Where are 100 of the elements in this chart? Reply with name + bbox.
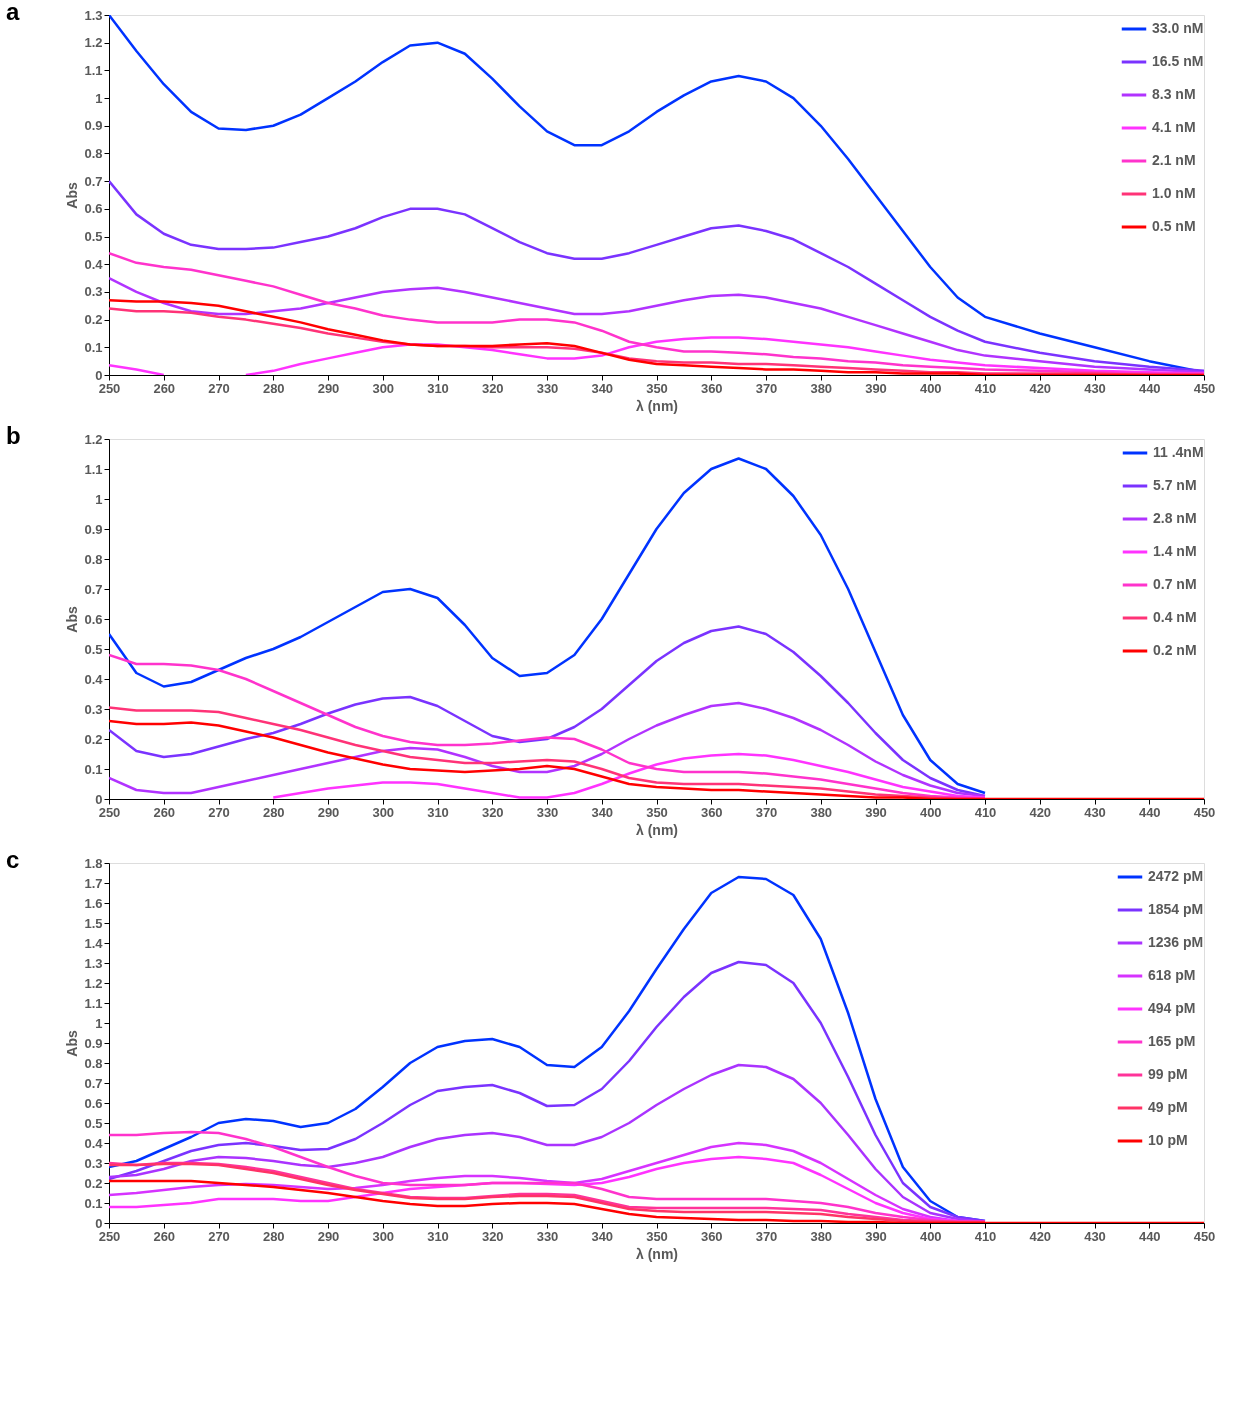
x-tick-label: 370 [755, 1228, 778, 1244]
y-tick-label: 1.5 [84, 915, 103, 931]
y-tick-label: 0.8 [84, 1055, 103, 1071]
legend-label: 1236 pM [1148, 934, 1204, 950]
x-tick-label: 440 [1138, 804, 1161, 820]
y-tick-label: 1 [95, 1015, 103, 1031]
y-tick-label: 0.5 [84, 1115, 103, 1131]
x-tick-label: 390 [865, 804, 887, 820]
y-tick-label: 0.8 [84, 551, 103, 567]
x-tick-label: 420 [1029, 380, 1052, 396]
x-tick-label: 400 [919, 380, 942, 396]
y-tick-label: 0.4 [84, 1135, 104, 1151]
y-tick-label: 0.1 [84, 339, 103, 355]
y-tick-label: 0.1 [84, 1195, 103, 1211]
x-tick-label: 330 [536, 804, 559, 820]
legend-label: 99 pM [1148, 1066, 1188, 1082]
x-tick-label: 360 [700, 1228, 723, 1244]
x-tick-label: 330 [536, 380, 559, 396]
x-tick-label: 310 [427, 380, 449, 396]
y-tick-label: 0.4 [84, 256, 104, 272]
y-tick-label: 0.9 [84, 521, 103, 537]
x-tick-label: 450 [1193, 804, 1216, 820]
y-tick-label: 0.8 [84, 145, 103, 161]
legend-label: 33.0 nM [1152, 20, 1204, 36]
legend-label: 618 pM [1148, 967, 1196, 983]
y-tick-label: 0.6 [84, 201, 103, 217]
legend-label: 1.4 nM [1153, 543, 1197, 559]
x-tick-label: 260 [153, 804, 176, 820]
x-tick-label: 430 [1084, 380, 1106, 396]
y-axis-title: Abs [64, 606, 81, 633]
y-tick-label: 1.2 [84, 431, 103, 447]
x-tick-label: 280 [262, 804, 285, 820]
x-tick-label: 280 [262, 1228, 285, 1244]
x-tick-label: 440 [1138, 1228, 1161, 1244]
x-tick-label: 360 [700, 804, 723, 820]
x-tick-label: 250 [98, 1228, 121, 1244]
x-tick-label: 410 [974, 380, 997, 396]
x-tick-label: 260 [153, 1228, 176, 1244]
line-series [109, 457, 987, 795]
x-tick-label: 330 [536, 1228, 559, 1244]
y-tick-label: 1.2 [84, 35, 103, 51]
y-tick-label: 0.2 [84, 1175, 103, 1191]
y-tick-label: 0.5 [84, 229, 103, 245]
legend-label: 1854 pM [1148, 901, 1204, 917]
y-tick-label: 0 [95, 791, 103, 807]
y-tick-label: 1.1 [84, 995, 103, 1011]
x-tick-label: 260 [153, 380, 176, 396]
line-series [109, 960, 987, 1223]
x-tick-label: 350 [646, 804, 668, 820]
legend-label: 0.5 nM [1152, 218, 1196, 234]
y-tick-label: 1.1 [84, 461, 103, 477]
y-tick-label: 0.6 [84, 611, 103, 627]
legend-label: 10 pM [1148, 1132, 1188, 1148]
y-axis-title: Abs [64, 182, 81, 209]
legend-label: 0.2 nM [1153, 642, 1197, 658]
x-tick-label: 420 [1029, 1228, 1052, 1244]
y-tick-label: 0.9 [84, 1035, 103, 1051]
x-tick-label: 440 [1138, 380, 1161, 396]
x-tick-label: 340 [591, 1228, 614, 1244]
x-tick-label: 450 [1193, 380, 1216, 396]
legend-label: 1.0 nM [1152, 185, 1196, 201]
x-tick-label: 380 [810, 380, 833, 396]
chart-title: b [5, 422, 21, 449]
legend-label: 2472 pM [1148, 868, 1204, 884]
y-tick-label: 0.9 [84, 118, 103, 134]
legend-label: 49 pM [1148, 1099, 1188, 1115]
y-tick-label: 0.3 [84, 1155, 103, 1171]
y-tick-label: 0.2 [84, 312, 103, 328]
x-tick-label: 350 [646, 380, 668, 396]
legend-label: 11 .4nM [1153, 444, 1204, 460]
x-tick-label: 290 [317, 804, 340, 820]
x-tick-label: 300 [372, 380, 395, 396]
x-tick-label: 320 [481, 380, 504, 396]
x-tick-label: 420 [1029, 804, 1052, 820]
y-tick-label: 1 [95, 90, 103, 106]
y-tick-label: 0.6 [84, 1095, 103, 1111]
y-tick-label: 0.1 [84, 761, 103, 777]
legend-label: 494 pM [1148, 1000, 1196, 1016]
x-tick-label: 430 [1084, 1228, 1106, 1244]
x-tick-label: 310 [427, 804, 449, 820]
x-tick-label: 290 [317, 1228, 340, 1244]
y-tick-label: 0.7 [84, 581, 103, 597]
x-tick-label: 250 [98, 804, 121, 820]
x-tick-label: 290 [317, 380, 340, 396]
y-tick-label: 1.7 [84, 875, 103, 891]
legend-label: 5.7 nM [1153, 477, 1197, 493]
legend-label: 8.3 nM [1152, 86, 1196, 102]
legend-label: 165 pM [1148, 1033, 1196, 1049]
y-axis-title: Abs [64, 1030, 81, 1057]
y-tick-label: 0.4 [84, 671, 104, 687]
x-tick-label: 270 [208, 1228, 230, 1244]
x-tick-label: 400 [919, 804, 942, 820]
x-tick-label: 300 [372, 804, 395, 820]
x-tick-label: 400 [919, 1228, 942, 1244]
y-tick-label: 1.2 [84, 975, 103, 991]
x-tick-label: 410 [974, 1228, 997, 1244]
x-tick-label: 390 [865, 1228, 887, 1244]
y-tick-label: 1.3 [84, 7, 103, 23]
chart-title: a [5, 0, 20, 25]
x-tick-label: 270 [208, 380, 230, 396]
